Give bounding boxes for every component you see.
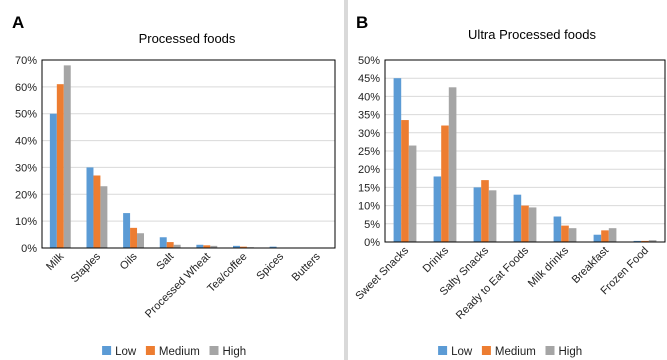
chart-a-plot: 0% 10% 20% 30% 40% 50% 60% 70% Milk Staples Oils Sa… — [15, 55, 336, 321]
legend-b-label-low: Low — [451, 346, 473, 358]
chart-b-plot-frame — [384, 59, 666, 243]
chart-b-bar-medium — [641, 240, 649, 242]
chart-b-bar-medium — [601, 230, 609, 242]
chart-a-y-tick-label: 30% — [15, 162, 37, 174]
chart-a-x-tick-label: Salt — [154, 251, 176, 273]
chart-a-bar-low — [232, 245, 240, 248]
legend-a-label-high: High — [223, 346, 247, 358]
chart-title-b: Ultra Processed foods — [468, 27, 596, 42]
chart-a-x-tick-label: Spices — [254, 250, 286, 282]
chart-b-x-tick-label: Ready to Eat Foods — [454, 244, 532, 322]
chart-a-bar-low — [123, 213, 131, 248]
chart-b-bar-high — [528, 207, 537, 242]
chart-a-x-tick-label: Processed Wheat — [143, 251, 213, 321]
chart-b-y-tick-label: 45% — [358, 73, 380, 85]
chart-b-bar-medium — [441, 125, 449, 242]
chart-a-x-tick-label: Milk — [44, 250, 67, 273]
chart-b-x-tick-label: Breakfast — [570, 245, 611, 286]
chart-b-bar-high — [648, 240, 657, 242]
chart-b-bar-low — [553, 216, 562, 242]
chart-b-bar-low — [473, 187, 482, 242]
chart-a-bar-high — [100, 186, 108, 248]
chart-b-y-tick-label: 0% — [364, 237, 380, 249]
legend-b: Low Medium High — [438, 346, 582, 358]
legend-a-swatch-medium — [145, 346, 155, 355]
chart-a-bar-medium — [93, 175, 101, 248]
chart-b-x-tick-label: Milk drinks — [526, 244, 572, 290]
chart-b-bar-high — [488, 190, 497, 242]
chart-b-bar-low — [593, 234, 602, 242]
legend-a-label-low: Low — [115, 346, 137, 358]
panel-divider — [344, 0, 348, 360]
chart-b-bar-low — [633, 240, 642, 242]
chart-b-x-tick-label: Sweet Snacks — [353, 244, 411, 302]
chart-b-bar-low — [513, 194, 522, 242]
chart-b-bar-medium — [481, 180, 489, 242]
chart-b-y-tick-label: 20% — [358, 164, 380, 176]
legend-b-label-medium: Medium — [495, 346, 536, 358]
chart-a-bar-high — [173, 244, 181, 248]
chart-a-bar-medium — [203, 245, 211, 248]
chart-a-bar-medium — [239, 246, 247, 248]
chart-a-bar-high — [137, 233, 145, 248]
panel-b: B Ultra Processed foods 0% 5% 10% 15% 20% 25%… — [353, 13, 666, 358]
chart-title-a: Processed foods — [139, 31, 236, 46]
chart-b-bar-high — [568, 228, 577, 242]
chart-b-bar-high — [608, 228, 617, 242]
chart-b-bar-medium — [561, 225, 569, 242]
panel-letter-a: A — [12, 13, 24, 32]
chart-b-bar-high — [448, 87, 457, 242]
chart-a-bar-high — [210, 245, 218, 248]
chart-a-x-tick-label: Oils — [118, 250, 140, 272]
chart-b-y-tick-label: 15% — [358, 182, 380, 194]
chart-a-y-tick-label: 20% — [15, 189, 37, 201]
chart-b-y-tick-label: 30% — [358, 128, 380, 140]
chart-a-x-tick-label: Staples — [69, 250, 104, 285]
chart-a-y-tick-label: 70% — [15, 55, 37, 67]
chart-a-bar-low — [49, 113, 57, 248]
chart-b-y-tick-label: 5% — [364, 219, 380, 231]
chart-a-bar-low — [86, 167, 94, 248]
legend-a-swatch-low — [102, 346, 112, 355]
chart-b-bar-low — [393, 78, 402, 242]
panel-a: A Processed foods 0% 10% 20% 30% 40% 50% 60% 70… — [12, 13, 336, 358]
chart-a-y-tick-label: 10% — [15, 216, 37, 228]
legend-a-label-medium: Medium — [159, 346, 200, 358]
chart-a-bar-low — [196, 244, 204, 248]
legend-a: Low Medium High — [102, 346, 246, 358]
legend-b-swatch-medium — [481, 346, 491, 355]
legend-b-swatch-high — [545, 346, 555, 355]
chart-a-bar-low — [269, 246, 277, 248]
chart-a-bar-high — [63, 65, 71, 248]
legend-b-label-high: High — [559, 346, 583, 358]
chart-b-y-tick-label: 25% — [358, 146, 380, 158]
chart-b-x-tick-label: Drinks — [421, 244, 452, 275]
chart-b-plot: 0% 5% 10% 15% 20% 25% 30% 35% 40% 45% 50% Sweet Sna… — [353, 55, 666, 322]
chart-a-x-tick-label: Tea/coffee — [205, 251, 249, 295]
chart-a-plot-frame — [41, 59, 336, 249]
chart-b-y-tick-label: 50% — [358, 55, 380, 67]
chart-b-bar-medium — [401, 120, 409, 242]
panel-letter-b: B — [356, 13, 368, 32]
chart-b-bar-high — [408, 145, 417, 242]
chart-b-bar-low — [433, 176, 442, 242]
chart-a-x-tick-label: Butters — [290, 250, 323, 283]
chart-a-y-tick-label: 40% — [15, 136, 37, 148]
chart-a-bar-medium — [130, 227, 138, 248]
legend-b-swatch-low — [438, 346, 448, 355]
chart-b-y-tick-label: 40% — [358, 91, 380, 103]
legend-a-swatch-high — [209, 346, 219, 355]
chart-a-bar-low — [159, 237, 167, 248]
chart-a-y-tick-label: 0% — [21, 243, 37, 255]
chart-a-y-tick-label: 50% — [15, 109, 37, 121]
chart-a-bar-medium — [56, 84, 64, 249]
chart-a-bar-medium — [166, 242, 174, 248]
chart-a-y-tick-label: 60% — [15, 82, 37, 94]
chart-b-y-tick-label: 35% — [358, 110, 380, 122]
chart-b-bar-medium — [521, 205, 529, 242]
chart-b-y-tick-label: 10% — [358, 201, 380, 213]
